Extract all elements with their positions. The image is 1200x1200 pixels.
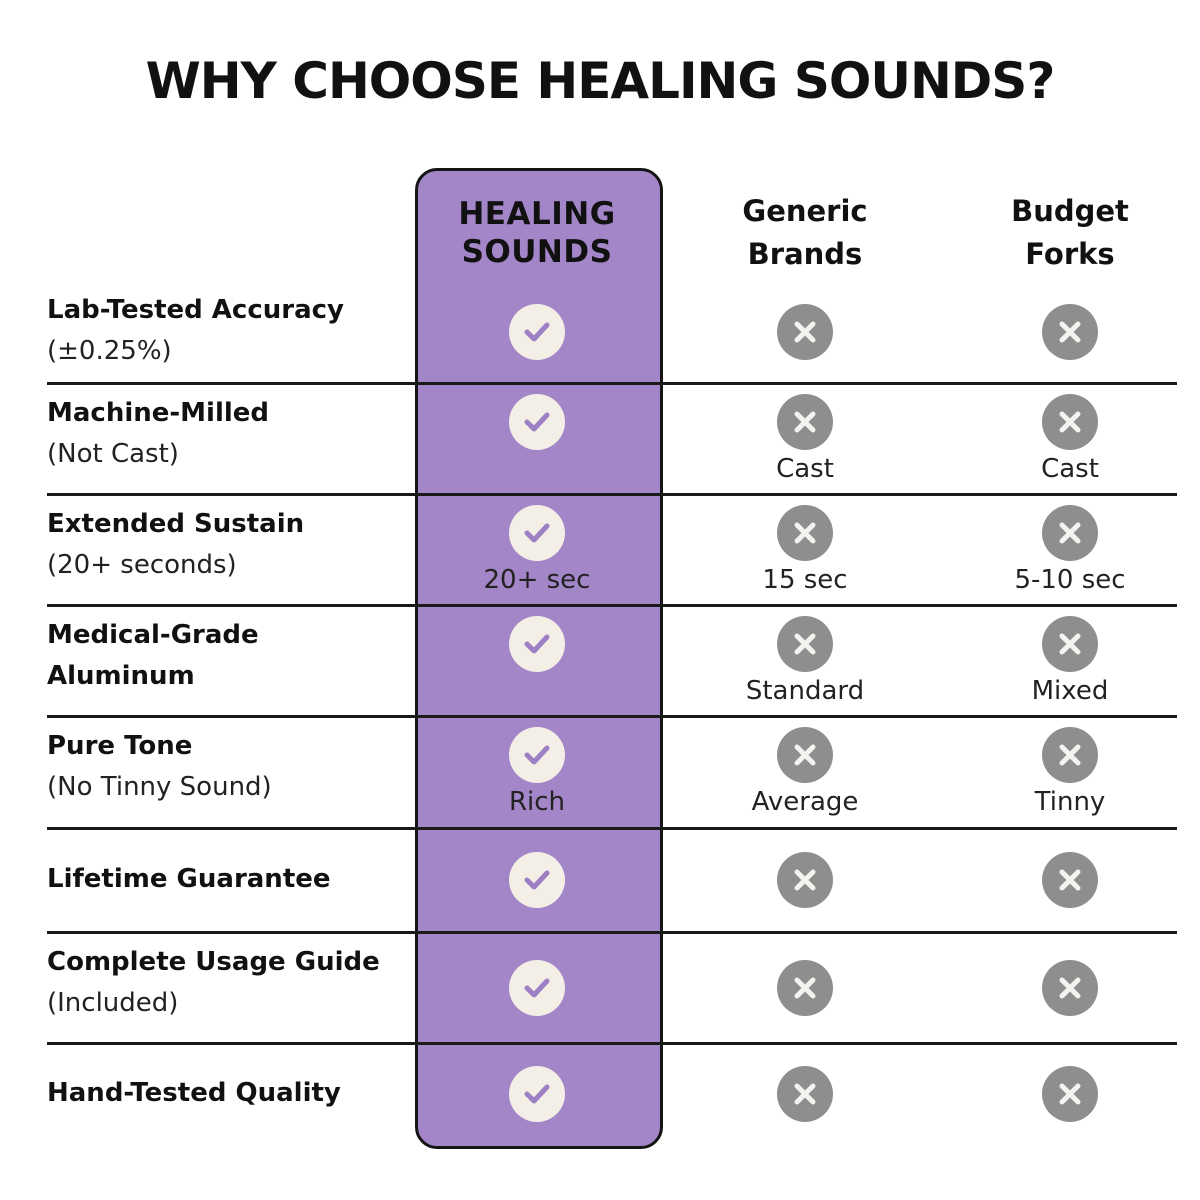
cell-note: 15 sec: [762, 565, 848, 595]
page-title: WHY CHOOSE HEALING SOUNDS?: [145, 52, 1056, 110]
feature-label: Medical-Grade Aluminum: [47, 615, 259, 697]
feature-subtext: (No Tinny Sound): [47, 772, 272, 802]
x-icon: [1042, 727, 1098, 783]
check-icon: [509, 959, 565, 1016]
cell-note: Tinny: [1034, 787, 1106, 817]
x-icon: [1042, 852, 1098, 908]
cell-note: 5-10 sec: [1014, 565, 1126, 595]
feature-subtext: (±0.25%): [47, 336, 172, 366]
row-divider: [47, 382, 1177, 385]
check-icon: [509, 727, 565, 783]
x-icon: [1042, 1066, 1098, 1122]
check-icon: [509, 303, 565, 360]
row-divider: [47, 827, 1177, 830]
check-icon: [509, 1066, 565, 1122]
feature-subtext: (20+ seconds): [47, 550, 237, 580]
check-icon: [509, 505, 565, 561]
x-icon: [1042, 505, 1098, 561]
row-divider: [47, 604, 1177, 607]
feature-label: Lifetime Guarantee: [47, 859, 331, 900]
check-icon: [509, 616, 565, 672]
x-icon: [777, 1066, 833, 1122]
cell-note: Standard: [745, 676, 865, 706]
x-icon: [1042, 616, 1098, 672]
feature-name: Complete Usage Guide: [47, 947, 380, 977]
feature-label: Machine-Milled (Not Cast): [47, 393, 269, 475]
cell-note: 20+ sec: [483, 565, 591, 595]
cell-note: Average: [751, 787, 859, 817]
x-icon: [777, 852, 833, 908]
x-icon: [777, 616, 833, 672]
x-icon: [1042, 394, 1098, 450]
cell-note: Mixed: [1031, 676, 1109, 706]
feature-label: Complete Usage Guide (Included): [47, 942, 380, 1024]
x-icon: [1042, 303, 1098, 360]
x-icon: [1042, 959, 1098, 1016]
feature-name: Extended Sustain: [47, 509, 305, 539]
cell-note: Cast: [776, 454, 834, 484]
row-divider: [47, 931, 1177, 934]
cell-note: Rich: [508, 787, 566, 817]
row-divider: [47, 1042, 1177, 1045]
feature-name: Lifetime Guarantee: [47, 864, 331, 894]
column-header-budget-forks: Budget Forks: [1011, 194, 1129, 271]
feature-subtext: (Not Cast): [47, 439, 179, 469]
check-icon: [509, 852, 565, 908]
row-divider: [47, 493, 1177, 496]
x-icon: [777, 505, 833, 561]
x-icon: [777, 394, 833, 450]
feature-name: Machine-Milled: [47, 398, 270, 428]
feature-name: Medical-Grade Aluminum: [47, 620, 259, 691]
feature-name: Lab-Tested Accuracy: [47, 295, 344, 325]
feature-label: Lab-Tested Accuracy (±0.25%): [47, 290, 344, 372]
feature-name: Hand-Tested Quality: [47, 1078, 341, 1108]
feature-name: Pure Tone: [47, 731, 193, 761]
column-header-healing-sounds: HEALING SOUNDS: [458, 196, 616, 270]
feature-label: Pure Tone (No Tinny Sound): [47, 726, 272, 808]
cell-note: Cast: [1041, 454, 1099, 484]
column-header-generic-brands: Generic Brands: [742, 194, 868, 271]
feature-subtext: (Included): [47, 988, 179, 1018]
x-icon: [777, 959, 833, 1016]
row-divider: [47, 715, 1177, 718]
x-icon: [777, 303, 833, 360]
feature-label: Hand-Tested Quality: [47, 1073, 341, 1114]
check-icon: [509, 394, 565, 450]
feature-label: Extended Sustain (20+ seconds): [47, 504, 304, 586]
x-icon: [777, 727, 833, 783]
